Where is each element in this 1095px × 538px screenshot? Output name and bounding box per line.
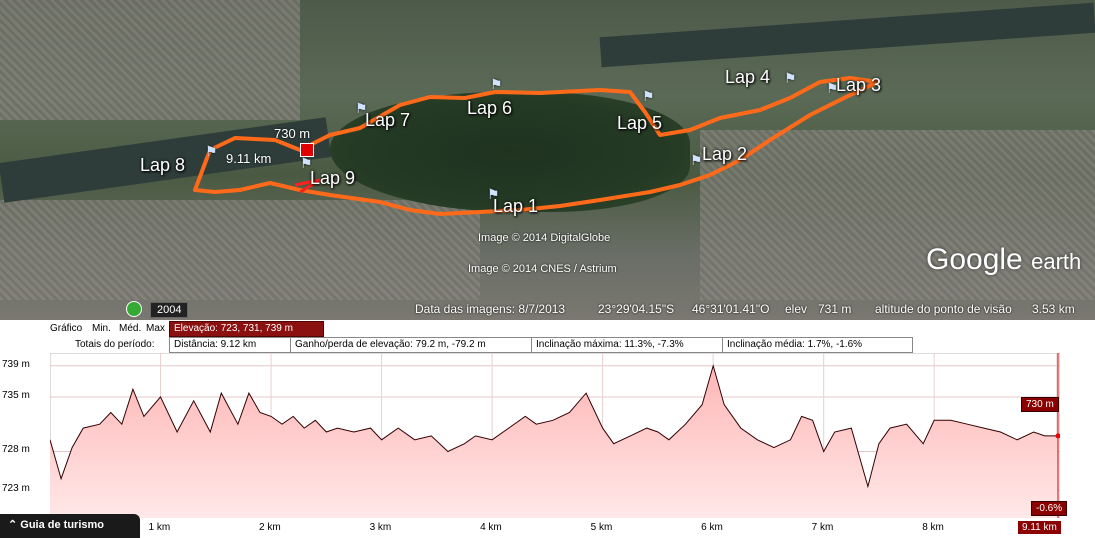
lap-9-label[interactable]: Lap 9 [310, 168, 356, 188]
urban-area [0, 200, 480, 300]
cursor-elevation-tag: 730 m [1021, 397, 1059, 412]
lap-5-label[interactable]: Lap 5 [617, 113, 663, 133]
urban-area [0, 0, 300, 120]
elevation-area [50, 365, 1058, 518]
position-cursor-dot [1055, 433, 1060, 439]
x-tick-label: 5 km [590, 522, 613, 533]
x-tick-label: 8 km [922, 522, 944, 533]
elevation-chart[interactable] [50, 353, 1060, 518]
map-view[interactable]: ⚑ Lap 1 ⚑ Lap 2 ⚑ Lap 3 ⚑ Lap 4 ⚑ Lap 5 … [0, 0, 1095, 320]
gain-loss-box[interactable]: Ganho/perda de elevação: 79.2 m, -79.2 m [290, 337, 532, 353]
flag-icon[interactable]: ⚑ [300, 155, 313, 171]
imagery-credit: Image © 2014 DigitalGlobe [478, 232, 611, 244]
x-tick-label: 6 km [701, 522, 723, 533]
tour-guide-button[interactable]: ⌃ Guia de turismo [0, 514, 140, 538]
cursor-slope-tag: -0.6% [1031, 501, 1068, 516]
lap-1-label[interactable]: Lap 1 [493, 196, 539, 216]
lap-7-label[interactable]: Lap 7 [365, 110, 411, 130]
x-tick-label: 4 km [480, 522, 502, 533]
x-tick-label: 7 km [811, 522, 834, 533]
track-overlay [193, 76, 880, 216]
status-bar: Data das imagens: 8/7/2013 23°29'04.15"S… [0, 298, 1095, 320]
x-tick-label: 3 km [369, 522, 392, 533]
lap-8-label[interactable]: Lap 8 [140, 155, 186, 175]
x-tick-label: 2 km [259, 522, 281, 533]
elevation-stats-box[interactable]: Elevação: 723, 731, 739 m [169, 321, 324, 337]
tour-guide-label: Guia de turismo [20, 519, 105, 531]
gps-track [193, 76, 880, 216]
elevation-label: elev [785, 302, 808, 316]
flag-icon[interactable]: ⚑ [826, 80, 839, 96]
eye-altitude-label: altitude do ponto de visão [875, 302, 1012, 316]
lap-6-label[interactable]: Lap 6 [467, 98, 513, 118]
graph-label: Gráfico [50, 323, 83, 334]
position-marker[interactable] [300, 143, 314, 157]
flag-icon[interactable]: ⚑ [205, 143, 218, 159]
elevation-value: 731 m [818, 302, 852, 316]
latitude: 23°29'04.15"S [598, 302, 675, 316]
y-tick-label: 735 m [2, 389, 30, 401]
totals-label: Totais do período: [75, 339, 155, 350]
y-tick-label: 739 m [2, 358, 30, 370]
flag-icon[interactable]: ⚑ [642, 88, 655, 104]
min-label[interactable]: Min. [92, 323, 111, 334]
flag-icon[interactable]: ⚑ [690, 152, 703, 168]
imagery-date: Data das imagens: 8/7/2013 [415, 302, 566, 316]
urban-area [700, 130, 1095, 300]
distance-box[interactable]: Distância: 9.12 km [169, 337, 291, 353]
y-tick-label: 723 m [2, 483, 30, 495]
max-slope-box[interactable]: Inclinação máxima: 11.3%, -7.3% [531, 337, 723, 353]
flag-icon[interactable]: ⚑ [784, 70, 797, 86]
x-tick-label: 1 km [148, 522, 171, 533]
y-tick-label: 728 m [2, 444, 30, 456]
google-earth-logo: Google earth [926, 243, 1082, 276]
max-label[interactable]: Max [146, 323, 165, 334]
flag-icon[interactable]: ⚑ [355, 100, 368, 116]
imagery-credit: Image © 2014 CNES / Astrium [468, 263, 617, 275]
flag-icon[interactable]: ⚑ [490, 76, 503, 92]
historical-imagery-icon[interactable] [126, 301, 142, 317]
chevron-up-icon: ⌃ [8, 519, 21, 531]
eye-altitude-value: 3.53 km [1032, 302, 1075, 316]
lap-3-label[interactable]: Lap 3 [836, 75, 882, 95]
cursor-distance-tag: 9.11 km [1017, 520, 1062, 535]
imagery-year[interactable]: 2004 [150, 302, 189, 318]
lap-4-label[interactable]: Lap 4 [725, 67, 771, 87]
flag-icon[interactable]: ⚑ [487, 186, 500, 202]
point-elevation-label: 730 m [274, 126, 311, 141]
gps-track-end [294, 178, 321, 194]
elevation-line [50, 363, 1058, 489]
avg-slope-box[interactable]: Inclinação média: 1.7%, -1.6% [722, 337, 913, 353]
med-label[interactable]: Méd. [119, 323, 142, 334]
longitude: 46°31'01.41"O [692, 302, 770, 316]
lap-2-label[interactable]: Lap 2 [702, 144, 748, 164]
point-distance-label: 9.11 km [226, 151, 272, 166]
